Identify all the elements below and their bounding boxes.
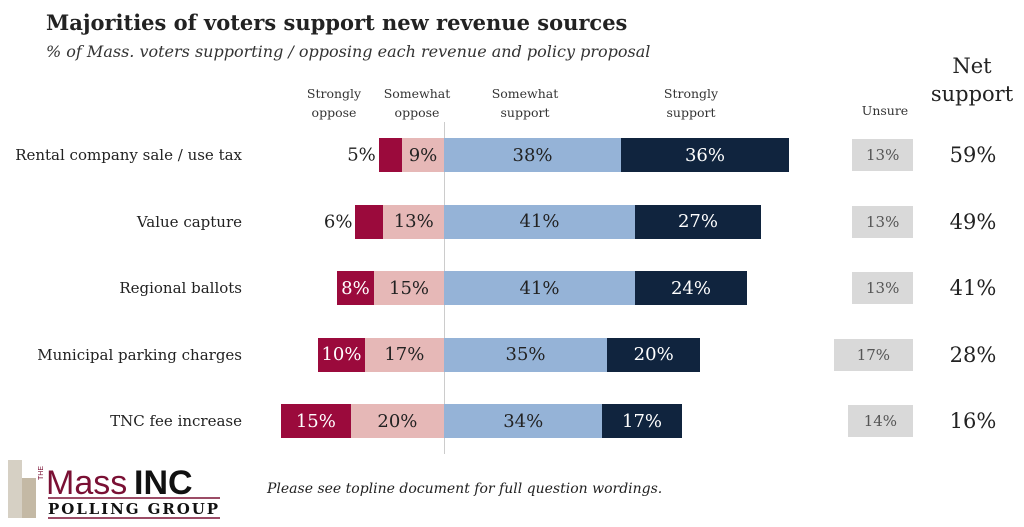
category-label: Regional ballots [119, 279, 242, 297]
bar-value-label: 5% [347, 144, 376, 166]
bar-strongly-support: 24% [635, 271, 747, 305]
bar-unsure: 17% [833, 338, 913, 371]
bar-somewhat-oppose: 20% [350, 404, 444, 438]
bar-somewhat-oppose: 17% [364, 337, 444, 372]
chart-subtitle: % of Mass. voters supporting / opposing … [46, 42, 651, 61]
net-support-value: 41% [949, 276, 997, 300]
legend-somewhat-oppose: Somewhat oppose [383, 86, 451, 120]
bar-somewhat-support: 34% [444, 404, 603, 438]
net-support-value: 28% [949, 342, 997, 367]
legend-unsure: Unsure [861, 103, 909, 118]
category-label: Municipal parking charges [37, 345, 242, 364]
bar-strongly-oppose [378, 138, 403, 172]
category-label: Value capture [136, 212, 242, 231]
bar-somewhat-support: 35% [444, 337, 608, 372]
svg-text:THE: THE [38, 466, 45, 480]
svg-text:POLLING GROUP: POLLING GROUP [48, 500, 218, 518]
bar-unsure: 14% [847, 405, 913, 437]
net-support-header: Net support [930, 54, 1014, 106]
chart-title: Majorities of voters support new revenue… [46, 10, 628, 35]
category-label: Rental company sale / use tax [15, 146, 242, 164]
legend-somewhat-support: Somewhat support [491, 86, 559, 120]
bar-strongly-support: 20% [607, 337, 701, 372]
bar-strongly-support: 36% [621, 138, 789, 172]
net-support-value: 59% [949, 143, 997, 167]
bar-somewhat-oppose: 15% [374, 271, 444, 305]
category-label: TNC fee increase [110, 412, 242, 430]
bar-unsure: 13% [852, 205, 913, 238]
bar-strongly-oppose: 10% [318, 337, 365, 372]
bar-strongly-support: 17% [602, 404, 682, 438]
bar-somewhat-support: 41% [444, 204, 636, 239]
bar-strongly-oppose: 8% [336, 271, 375, 305]
bar-somewhat-oppose: 13% [383, 204, 444, 239]
bar-somewhat-support: 38% [444, 138, 622, 172]
bar-value-label: 6% [323, 211, 353, 232]
bar-strongly-oppose [355, 204, 384, 239]
net-support-value: 49% [949, 209, 997, 234]
bar-strongly-support: 27% [635, 204, 761, 239]
bar-unsure: 13% [852, 139, 913, 171]
bar-somewhat-oppose: 9% [402, 138, 444, 172]
bar-somewhat-support: 41% [444, 271, 636, 305]
bar-strongly-oppose: 15% [280, 404, 351, 438]
legend-strongly-support: Strongly support [663, 86, 719, 120]
bar-unsure: 13% [852, 272, 913, 304]
svg-text:Mass: Mass [46, 464, 127, 502]
massinc-logo: THE Mass INC POLLING GROUP [8, 460, 220, 519]
svg-text:INC: INC [134, 464, 193, 502]
net-support-value: 16% [949, 409, 997, 433]
footnote: Please see topline document for full que… [267, 481, 663, 497]
legend-strongly-oppose: Strongly oppose [306, 86, 362, 120]
